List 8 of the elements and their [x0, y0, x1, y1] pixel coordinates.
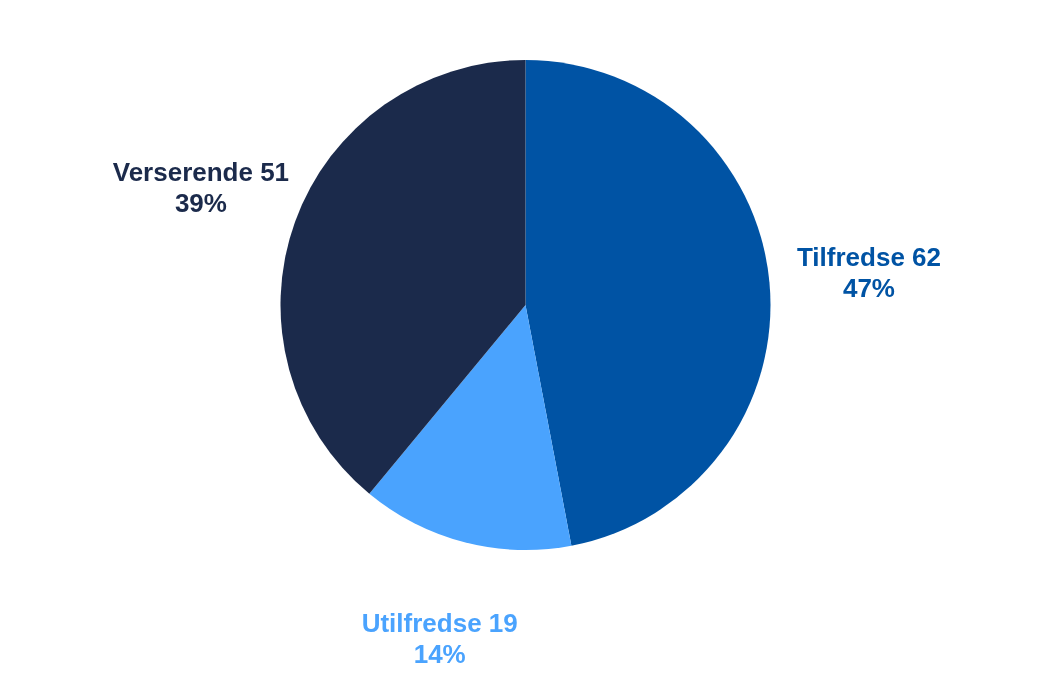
pie-slice: [369, 305, 572, 550]
data-label: 14%: [413, 639, 466, 670]
data-label: 39%: [174, 188, 227, 219]
slice-label: Verserende 51: [112, 157, 290, 188]
data-label: 47%: [842, 272, 895, 303]
slice-label: Utilfredse 19: [361, 608, 518, 639]
slice-label: Tilfredse 62: [796, 241, 941, 272]
pie-slice: [525, 60, 771, 546]
